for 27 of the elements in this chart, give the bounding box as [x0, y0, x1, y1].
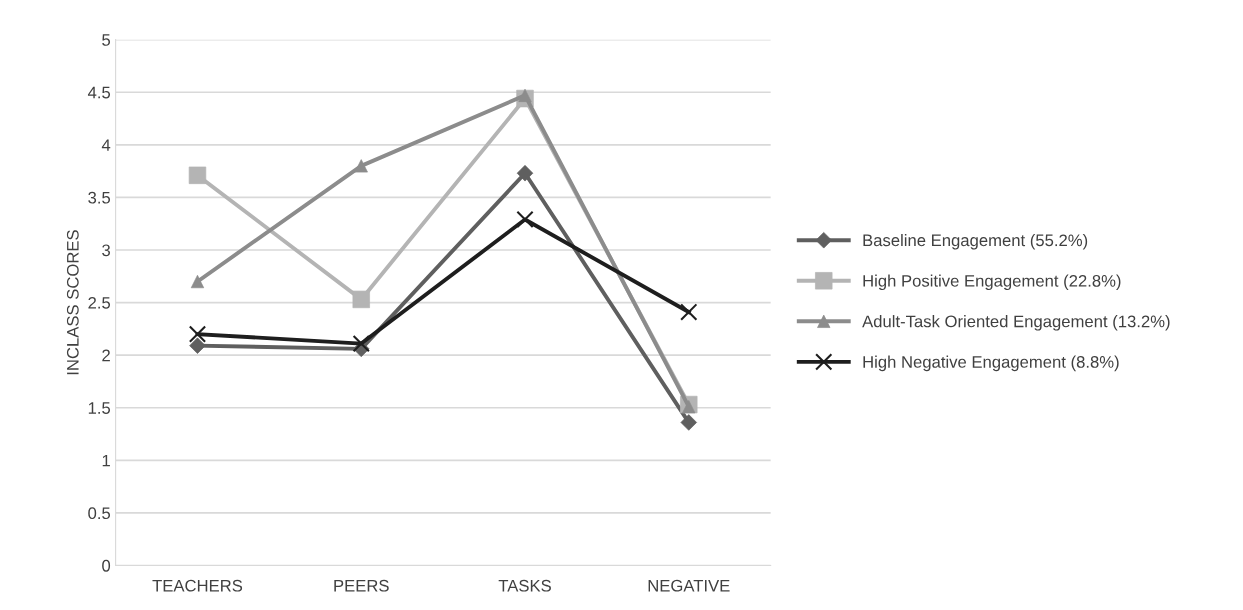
y-axis-title: INCLASS SCORES [66, 230, 79, 375]
point [190, 274, 205, 289]
x-tick-label: PEERS [334, 579, 389, 592]
y-tick-label: 1.5 [88, 402, 111, 414]
y-tick-label: 0 [102, 559, 111, 572]
legend-label: High Positive Engagement (22.8%) [863, 274, 1121, 291]
y-tick-label: 0.5 [88, 507, 111, 520]
y-tick-label: 3.5 [88, 191, 111, 204]
x-tick-label: TEACHERS [152, 579, 243, 592]
y-tick-label: 4 [101, 139, 111, 151]
y-tick-label: 2 [102, 349, 110, 362]
point [352, 334, 370, 353]
point [188, 325, 207, 343]
legend-label: High Negative Engagement (8.8%) [863, 355, 1119, 372]
point [680, 303, 698, 321]
legend-label: Adult-Task Oriented Engagement (13.2%) [862, 315, 1170, 331]
y-tick-label: 2.5 [88, 296, 111, 309]
point [680, 414, 697, 431]
point [188, 166, 207, 184]
y-tick-label: 5 [102, 34, 111, 46]
y-tick-label: 4.5 [87, 86, 111, 99]
x-tick-label: TASKS [498, 579, 551, 592]
y-tick-label: 1 [102, 454, 110, 467]
point [516, 210, 534, 229]
x-tick-label: NEGATIVE [648, 579, 730, 592]
y-tick-label: 3 [102, 244, 111, 257]
legend-label: Baseline Engagement (55.2%) [863, 233, 1088, 250]
